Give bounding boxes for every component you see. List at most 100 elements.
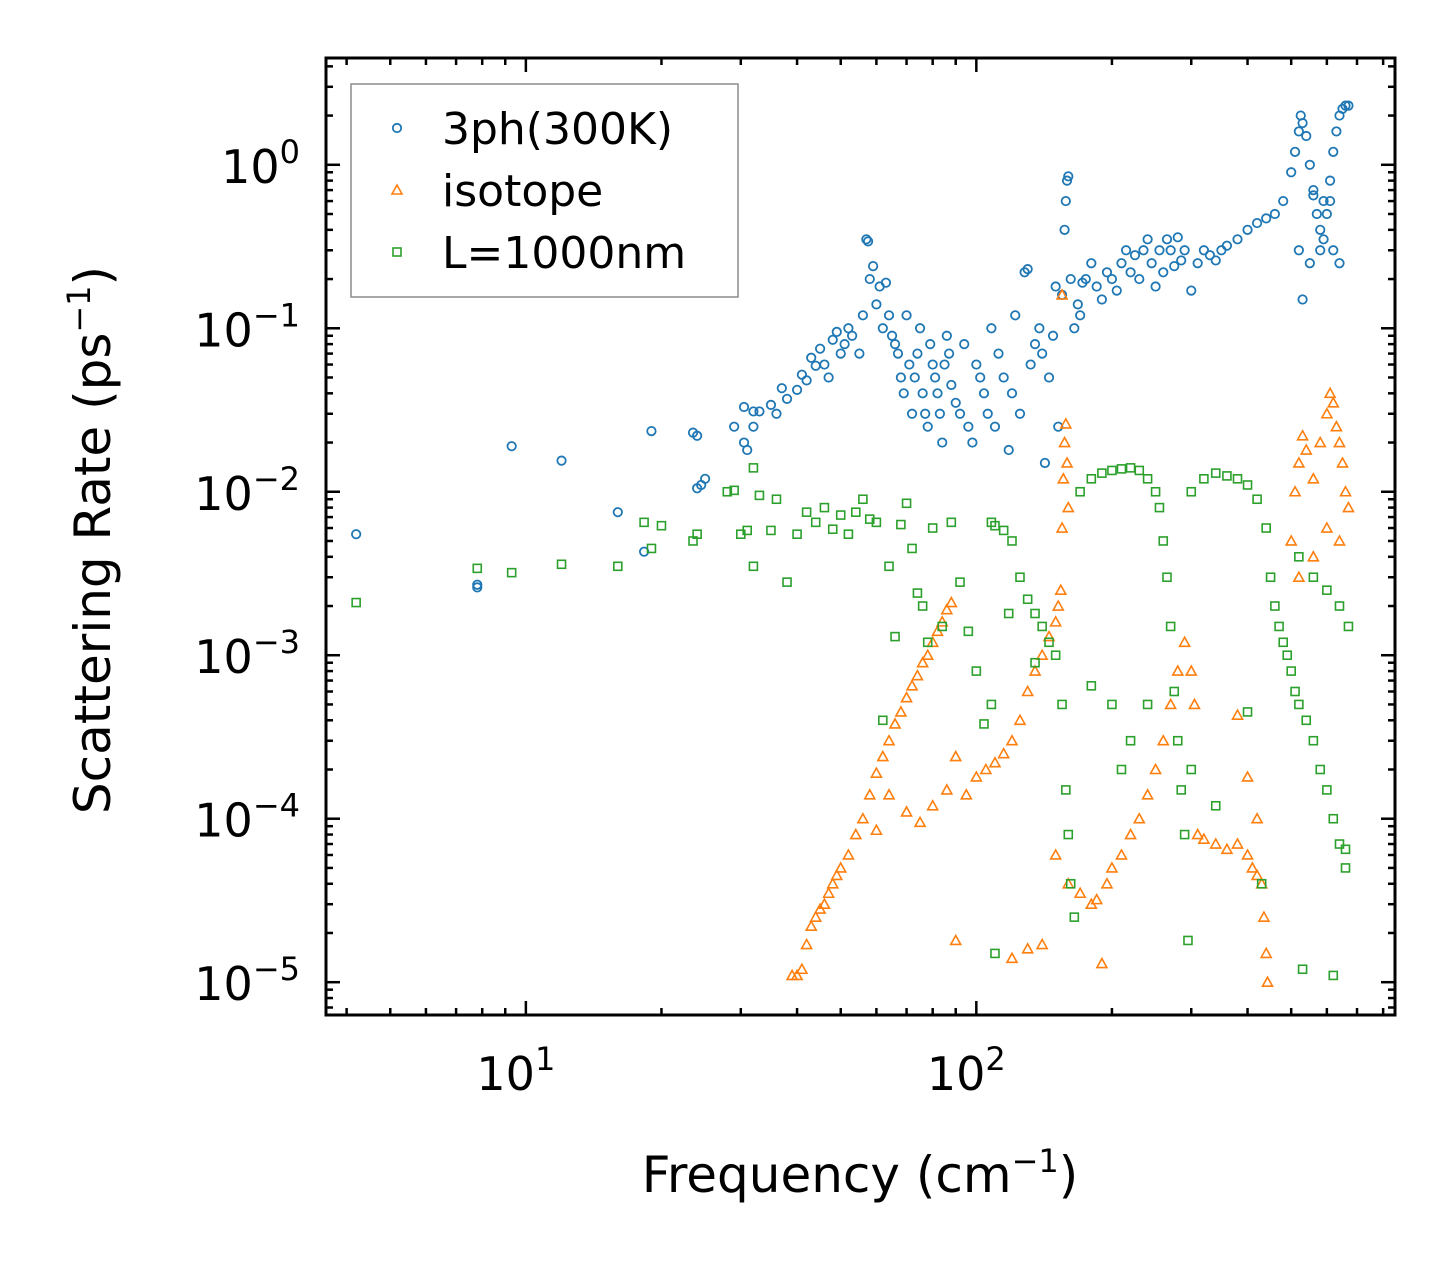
y-tick-label: 10−3: [194, 623, 300, 684]
tick-base: 10: [194, 957, 253, 1011]
data-point: [978, 388, 990, 399]
data-point: [1146, 258, 1157, 269]
data-point: [959, 788, 973, 800]
data-point: [1007, 536, 1017, 546]
data-point: [877, 323, 888, 334]
data-point: [941, 330, 952, 341]
legend-marker: [390, 183, 404, 195]
data-point: [864, 273, 875, 285]
tick-exponent: −4: [253, 787, 300, 825]
tick-exponent: 1: [535, 1040, 555, 1078]
data-point: [646, 543, 657, 554]
data-point: [883, 310, 895, 321]
data-point: [1022, 264, 1033, 275]
data-point: [1086, 474, 1097, 484]
data-point: [969, 770, 983, 782]
data-point: [1292, 456, 1306, 468]
data-point: [886, 330, 898, 341]
data-point: [1222, 471, 1232, 481]
data-point: [1090, 892, 1104, 905]
data-point: [1169, 686, 1180, 697]
data-point: [556, 559, 567, 570]
data-point: [930, 372, 941, 383]
data-point: [913, 815, 927, 828]
data-point: [1186, 486, 1197, 497]
data-point: [1294, 699, 1304, 710]
data-point: [856, 812, 870, 824]
data-point: [771, 494, 782, 505]
data-point: [1075, 486, 1085, 497]
data-point: [827, 524, 838, 535]
data-point: [1328, 813, 1339, 824]
data-point: [1015, 572, 1025, 583]
data-point: [1171, 664, 1185, 676]
data-point: [1142, 699, 1153, 710]
data-point: [1059, 224, 1070, 235]
data-point: [1265, 572, 1276, 583]
data-point: [949, 749, 963, 762]
data-point: [1340, 100, 1351, 111]
data-point: [914, 323, 926, 334]
data-point: [1296, 429, 1309, 441]
data-point: [926, 799, 940, 811]
data-point: [830, 868, 844, 881]
data-point: [1035, 937, 1049, 950]
data-point: [1301, 715, 1312, 726]
tick-base: 10: [927, 1047, 986, 1101]
data-point: [1056, 472, 1070, 484]
data-point: [1315, 224, 1326, 235]
data-point: [1061, 785, 1071, 795]
data-point: [937, 621, 948, 632]
data-point: [1198, 245, 1209, 256]
data-point: [1116, 258, 1127, 269]
data-point: [963, 626, 974, 637]
data-point: [1311, 208, 1322, 220]
data-point: [1142, 234, 1153, 245]
data-point: [1028, 664, 1042, 676]
data-point: [971, 359, 982, 370]
data-point: [823, 372, 834, 383]
data-point: [882, 734, 896, 746]
data-point: [939, 359, 950, 370]
data-point: [1142, 474, 1153, 484]
data-point: [1293, 245, 1304, 256]
data-point: [920, 408, 931, 419]
data-point: [1320, 407, 1334, 419]
data-point: [1172, 232, 1183, 243]
data-point: [1343, 100, 1354, 111]
data-point: [1063, 829, 1074, 840]
data-point: [989, 421, 1001, 432]
data-point: [979, 762, 993, 775]
data-point: [1334, 839, 1345, 849]
data-point: [1282, 650, 1293, 661]
series-0: [351, 100, 1354, 593]
data-point: [1307, 472, 1320, 484]
data-point: [1014, 408, 1026, 419]
data-point: [1061, 500, 1075, 513]
data-point: [894, 705, 908, 717]
legend-marker: [392, 247, 402, 257]
data-point: [1183, 935, 1193, 946]
data-point: [1080, 273, 1091, 285]
data-point: [1284, 534, 1298, 546]
data-point: [1116, 464, 1127, 474]
data-point: [1134, 273, 1145, 285]
data-point: [1186, 285, 1197, 296]
data-point: [998, 525, 1009, 536]
data-point: [927, 359, 938, 370]
data-point: [692, 529, 702, 539]
data-point: [959, 339, 970, 350]
data-point: [1242, 480, 1253, 490]
data-point: [898, 388, 909, 399]
data-point: [1308, 190, 1319, 201]
data-point: [1111, 285, 1122, 296]
data-point: [1328, 245, 1339, 256]
y-tick-label: 10−5: [194, 950, 300, 1011]
data-point: [1150, 486, 1161, 497]
data-point: [835, 348, 846, 359]
data-point: [1154, 245, 1165, 256]
data-point: [612, 507, 623, 518]
data-point: [912, 348, 923, 359]
data-point: [1315, 245, 1326, 256]
data-point: [1334, 258, 1345, 269]
